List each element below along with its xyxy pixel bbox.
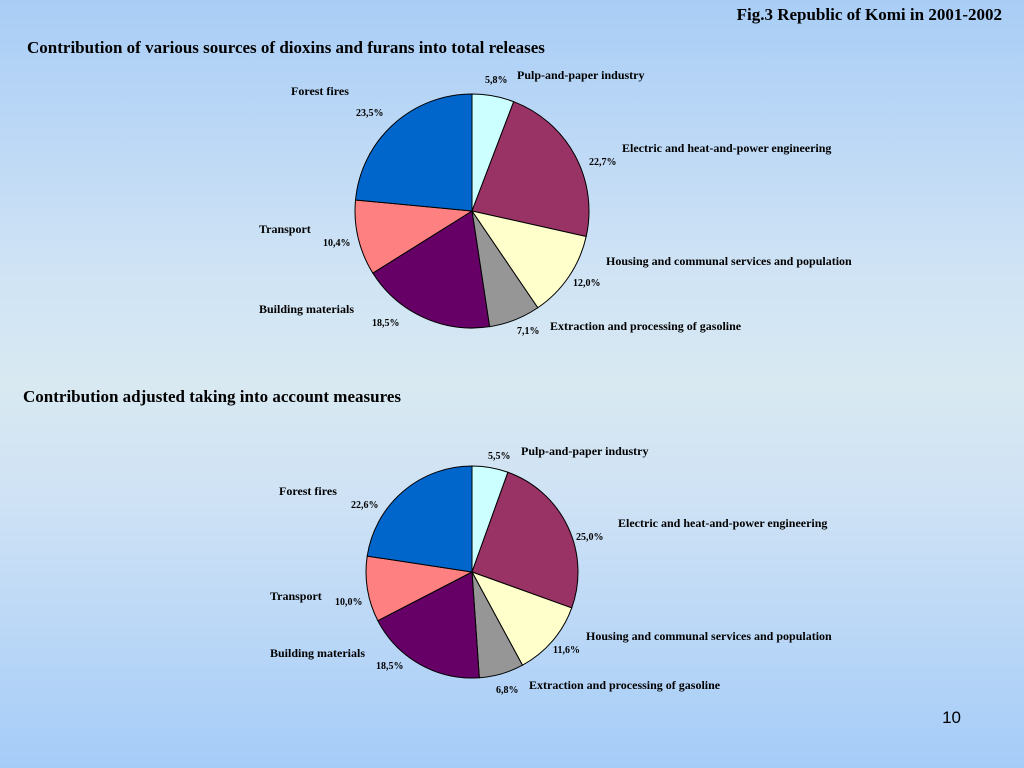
chart1-label-housing: Housing and communal services and popula… (606, 254, 852, 268)
chart1-value-gasoline: 7,1% (517, 326, 540, 337)
chart1-label-gasoline: Extraction and processing of gasoline (550, 319, 742, 333)
chart1-slice-forest-fires (354, 93, 473, 212)
chart1-slice-electric (471, 101, 590, 238)
chart2-value-gasoline: 6,8% (496, 685, 519, 696)
chart1-value-forest-fires: 23,5% (356, 108, 384, 119)
chart2-label-building: Building materials (270, 646, 366, 660)
chart2-label-gasoline: Extraction and processing of gasoline (529, 678, 721, 692)
chart2-label-electric: Electric and heat-and-power engineering (618, 516, 828, 530)
chart1-value-transport: 10,4% (323, 238, 351, 249)
chart2-title: Contribution adjusted taking into accoun… (23, 387, 401, 406)
chart2-value-transport: 10,0% (335, 597, 363, 608)
chart1-value-housing: 12,0% (573, 278, 601, 289)
figure-title: Fig.3 Republic of Komi in 2001-2002 (736, 5, 1002, 24)
page-number: 10 (942, 708, 961, 727)
chart2-slice-forest-fires (366, 465, 473, 573)
chart2-label-forest-fires: Forest fires (279, 484, 337, 498)
chart2-slice-building (377, 571, 480, 679)
chart1-value-electric: 22,7% (589, 157, 617, 168)
chart2-value-housing: 11,6% (553, 645, 580, 656)
chart1-label-building: Building materials (259, 302, 355, 316)
chart1-label-transport: Transport (259, 222, 311, 236)
chart1-slice-transport (354, 199, 474, 274)
chart1-label-pulp-paper: Pulp-and-paper industry (517, 68, 645, 82)
chart2-label-housing: Housing and communal services and popula… (586, 629, 832, 643)
chart1-slice-housing (470, 210, 587, 309)
chart2-label-transport: Transport (270, 589, 322, 603)
chart2-value-forest-fires: 22,6% (351, 500, 379, 511)
chart2-value-building: 18,5% (376, 661, 404, 672)
chart2-slice-housing (470, 571, 573, 666)
chart1-slice-building (372, 210, 491, 329)
chart1-label-forest-fires: Forest fires (291, 84, 349, 98)
chart2-value-pulp-paper: 5,5% (488, 451, 511, 462)
chart2-label-pulp-paper: Pulp-and-paper industry (521, 444, 649, 458)
chart1-value-pulp-paper: 5,8% (485, 75, 508, 86)
chart1-value-building: 18,5% (372, 318, 400, 329)
chart2-slice-electric (471, 471, 579, 609)
chart1-label-electric: Electric and heat-and-power engineering (622, 141, 832, 155)
chart1-title: Contribution of various sources of dioxi… (27, 38, 545, 57)
chart2-value-electric: 25,0% (576, 532, 604, 543)
